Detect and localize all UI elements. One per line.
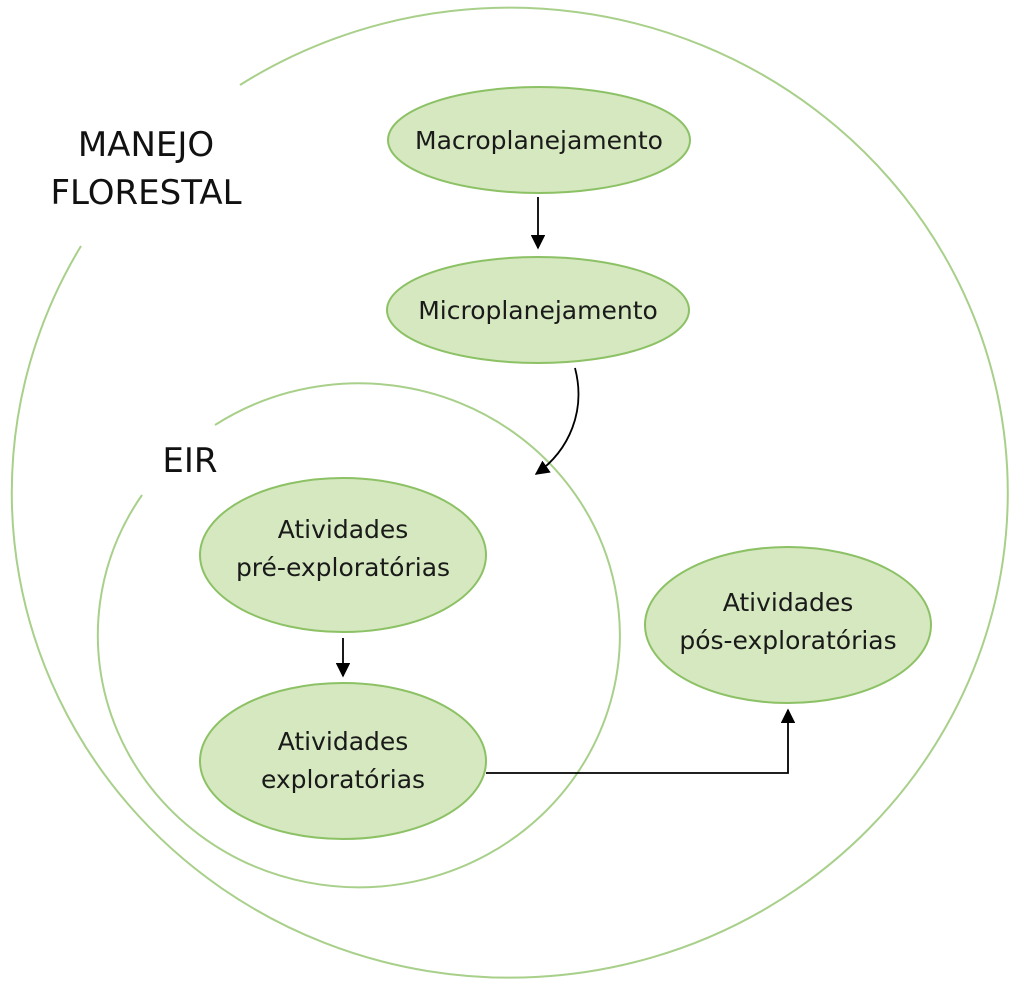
node-pre-label-line2: pré-exploratórias <box>236 553 450 582</box>
node-microplanejamento: Microplanejamento <box>386 256 690 364</box>
node-macroplanejamento-label: Macroplanejamento <box>415 126 663 155</box>
node-atividades-pos-exploratorias: Atividades pós-exploratórias <box>644 546 932 704</box>
outer-region-label-line2: FLORESTAL <box>50 173 241 213</box>
inner-region-label: EIR <box>162 441 217 481</box>
node-expl-label-line1: Atividades <box>278 727 409 756</box>
node-expl-label-line2: exploratórias <box>261 765 425 794</box>
inner-circle <box>96 382 621 889</box>
node-atividades-pre-exploratorias: Atividades pré-exploratórias <box>199 477 487 633</box>
arrow-micro-to-eir <box>534 367 580 475</box>
node-pos-label-line2: pós-exploratórias <box>679 626 896 655</box>
arrow-expl-to-pos <box>486 708 796 774</box>
node-macroplanejamento: Macroplanejamento <box>387 86 691 194</box>
outer-circle <box>10 6 1009 979</box>
node-pre-label-line1: Atividades <box>278 515 409 544</box>
node-microplanejamento-label: Microplanejamento <box>418 296 658 325</box>
node-atividades-exploratorias: Atividades exploratórias <box>199 682 487 840</box>
node-pos-label-line1: Atividades <box>723 588 854 617</box>
outer-region-label-line1: MANEJO <box>78 125 214 165</box>
